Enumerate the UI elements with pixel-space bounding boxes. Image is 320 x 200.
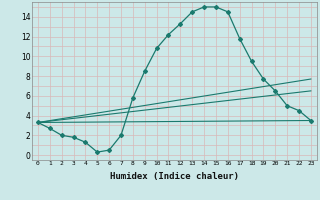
X-axis label: Humidex (Indice chaleur): Humidex (Indice chaleur): [110, 172, 239, 181]
